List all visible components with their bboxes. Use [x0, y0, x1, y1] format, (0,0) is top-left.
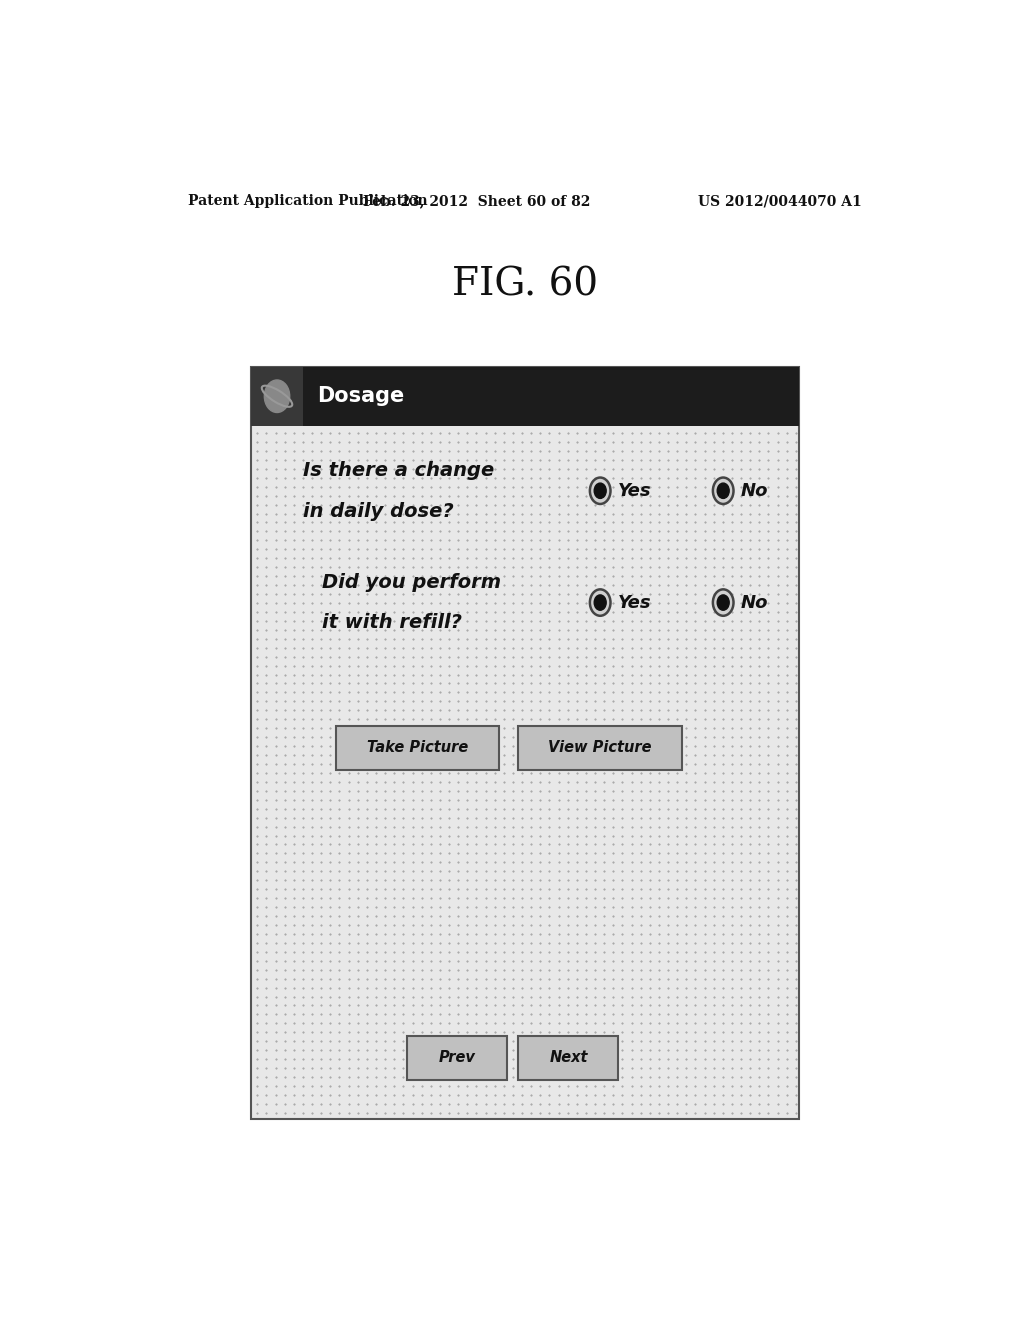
Text: View Picture: View Picture	[549, 741, 652, 755]
Circle shape	[714, 590, 733, 615]
FancyBboxPatch shape	[408, 1036, 507, 1080]
FancyBboxPatch shape	[518, 726, 682, 771]
Circle shape	[591, 479, 609, 503]
Text: Did you perform: Did you perform	[323, 573, 502, 591]
Text: Next: Next	[549, 1051, 588, 1065]
FancyBboxPatch shape	[251, 367, 303, 426]
Circle shape	[717, 483, 729, 499]
Text: Take Picture: Take Picture	[367, 741, 468, 755]
Circle shape	[594, 483, 606, 499]
Circle shape	[714, 479, 733, 503]
Circle shape	[717, 595, 729, 610]
Circle shape	[264, 380, 290, 413]
Text: Yes: Yes	[617, 482, 651, 500]
Text: it with refill?: it with refill?	[323, 614, 463, 632]
Text: No: No	[740, 482, 768, 500]
Text: Prev: Prev	[439, 1051, 476, 1065]
Text: FIG. 60: FIG. 60	[452, 267, 598, 304]
Text: Is there a change: Is there a change	[303, 461, 494, 480]
Text: Feb. 23, 2012  Sheet 60 of 82: Feb. 23, 2012 Sheet 60 of 82	[364, 194, 591, 209]
Text: No: No	[740, 594, 768, 611]
FancyBboxPatch shape	[251, 367, 799, 1119]
Text: Patent Application Publication: Patent Application Publication	[187, 194, 427, 209]
FancyBboxPatch shape	[518, 1036, 618, 1080]
FancyBboxPatch shape	[336, 726, 500, 771]
Text: Dosage: Dosage	[317, 387, 404, 407]
Circle shape	[591, 590, 609, 615]
Text: Yes: Yes	[617, 594, 651, 611]
Text: US 2012/0044070 A1: US 2012/0044070 A1	[698, 194, 862, 209]
Text: in daily dose?: in daily dose?	[303, 502, 454, 520]
Circle shape	[594, 595, 606, 610]
FancyBboxPatch shape	[251, 367, 799, 426]
